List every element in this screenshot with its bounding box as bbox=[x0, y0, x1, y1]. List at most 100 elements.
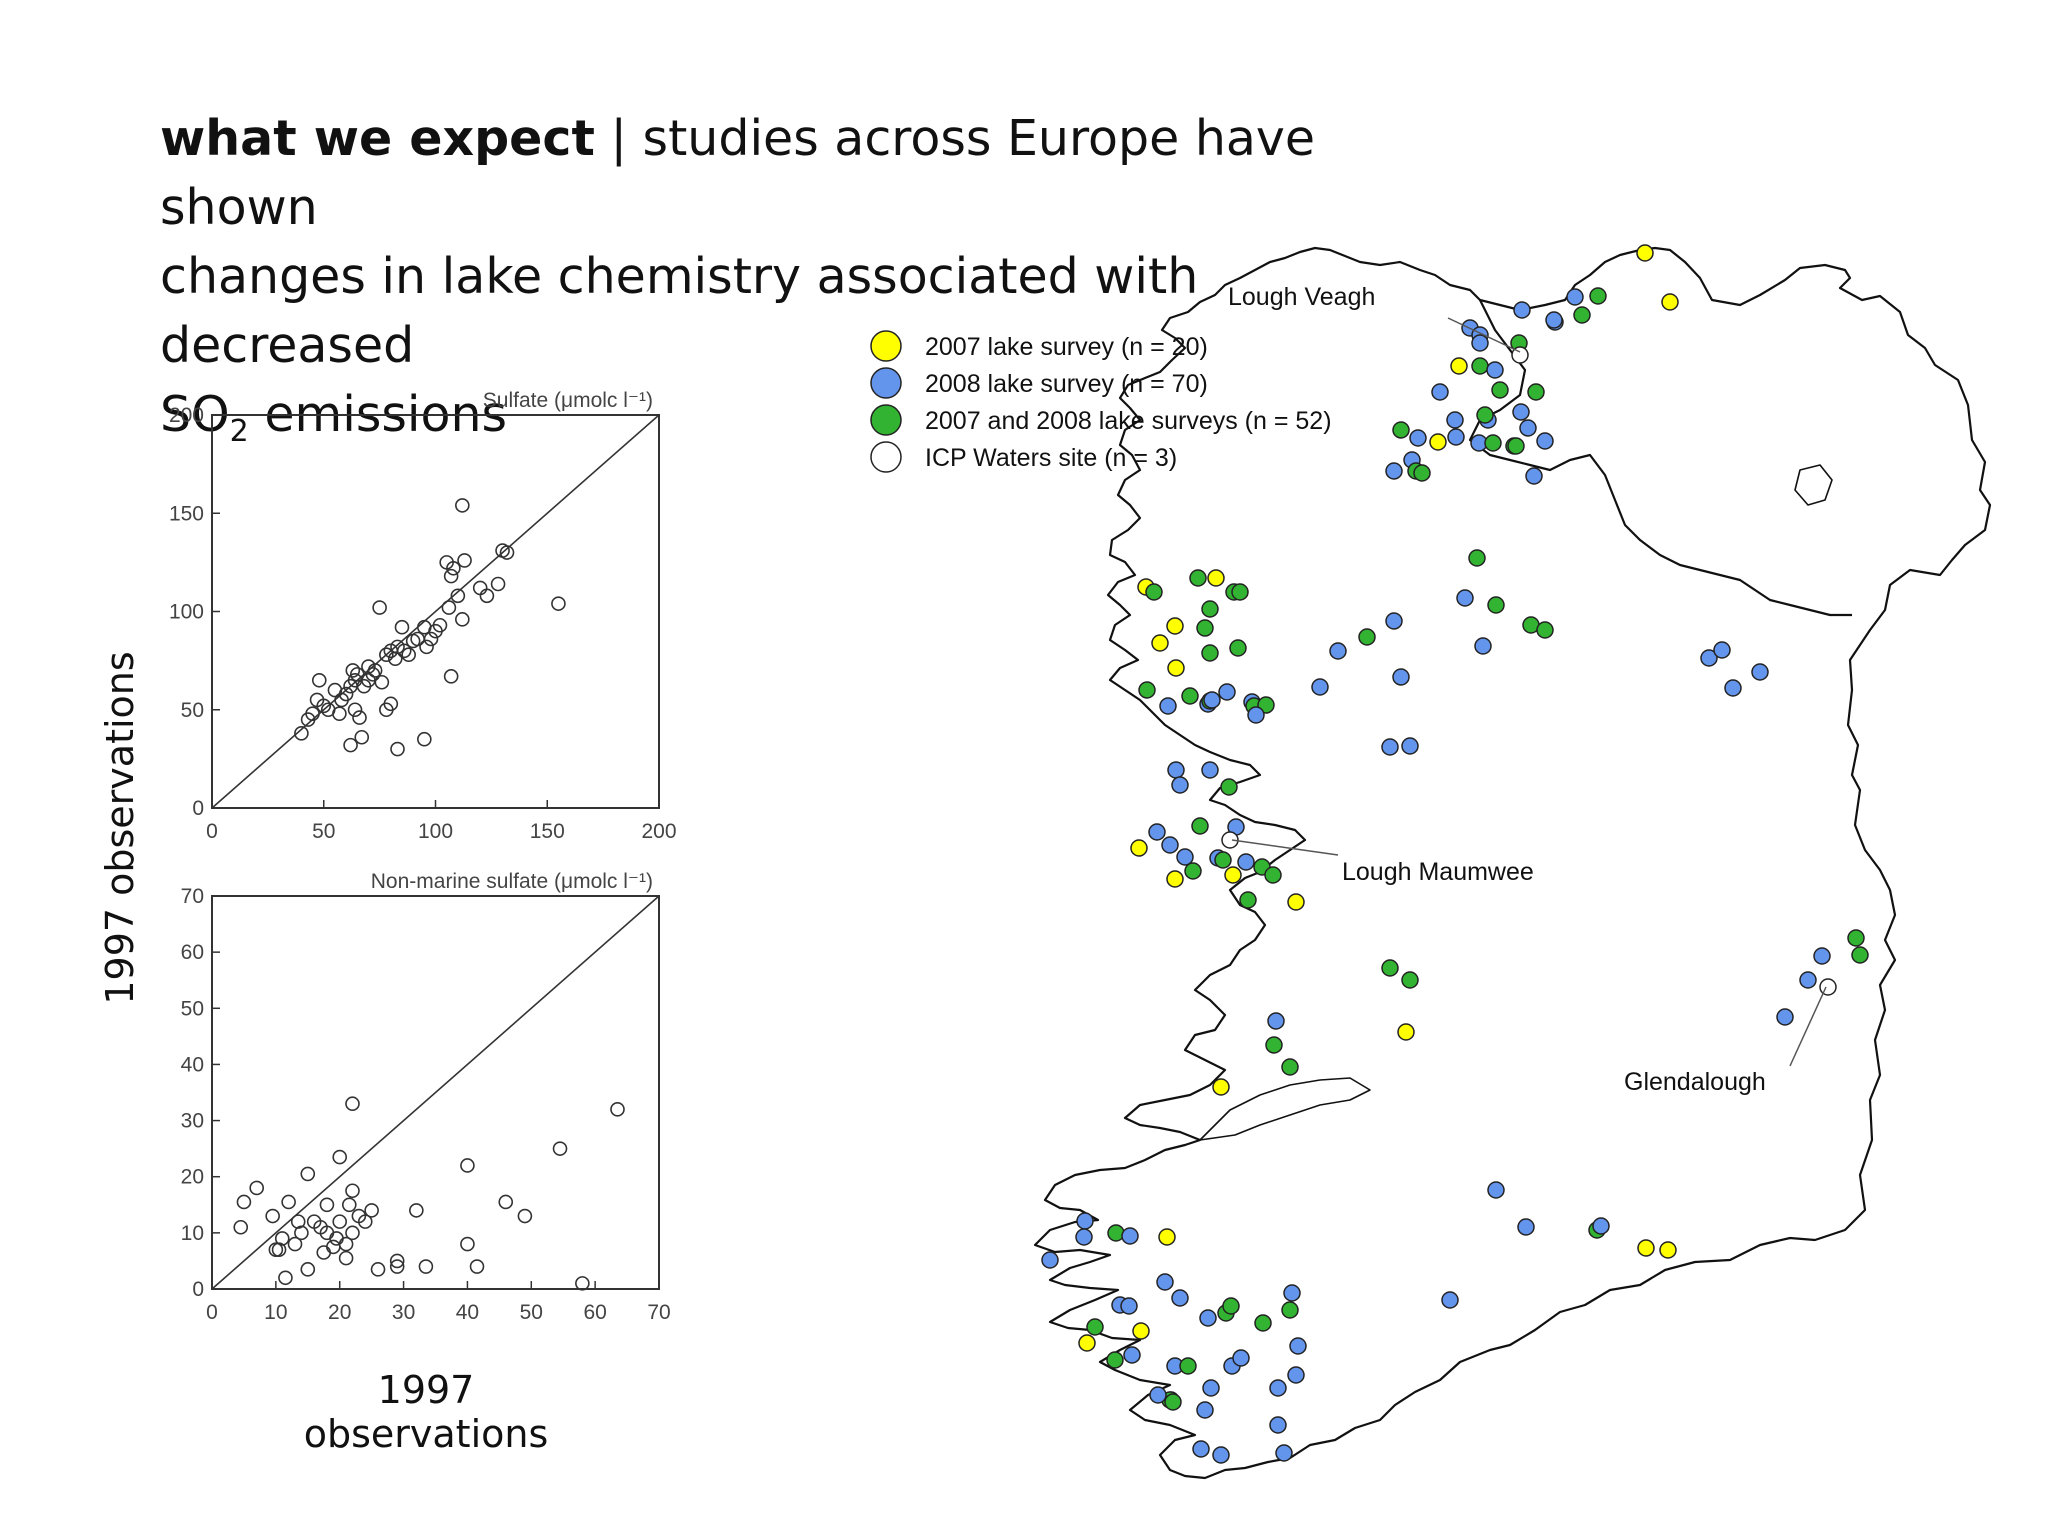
lake-site-marker bbox=[1269, 1416, 1287, 1434]
x-tick-label: 60 bbox=[583, 1301, 606, 1324]
lake-site-marker bbox=[1075, 1228, 1093, 1246]
data-point bbox=[233, 1219, 249, 1235]
lake-site-marker bbox=[1637, 1239, 1655, 1257]
lake-site-marker bbox=[1214, 851, 1232, 869]
lake-site-marker bbox=[1171, 776, 1189, 794]
lake-site-marker bbox=[1196, 1401, 1214, 1419]
lake-site-marker bbox=[1078, 1334, 1096, 1352]
lake-site-marker bbox=[1203, 691, 1221, 709]
data-point bbox=[281, 1194, 296, 1210]
data-point bbox=[389, 1253, 405, 1269]
lake-site-marker bbox=[1751, 663, 1769, 681]
lake-site-marker bbox=[1517, 1218, 1535, 1236]
lake-site-marker bbox=[1191, 817, 1209, 835]
data-point bbox=[409, 1203, 424, 1218]
data-point bbox=[287, 1236, 303, 1252]
data-point bbox=[370, 1262, 386, 1277]
legend-swatch-icp bbox=[870, 441, 902, 473]
x-tick-label: 20 bbox=[328, 1301, 351, 1324]
lake-site-marker bbox=[1120, 1297, 1138, 1315]
lake-site-marker bbox=[1446, 411, 1464, 429]
title-bold: what we expect bbox=[160, 110, 595, 167]
lake-site-marker bbox=[1281, 1301, 1299, 1319]
y-tick-label: 70 bbox=[181, 885, 204, 908]
x-tick-label: 150 bbox=[530, 820, 565, 843]
lake-site-marker bbox=[1474, 637, 1492, 655]
x-tick-label: 100 bbox=[418, 820, 453, 843]
lake-site-marker bbox=[1231, 583, 1249, 601]
data-point bbox=[236, 1194, 252, 1210]
lake-site-marker bbox=[1179, 1357, 1197, 1375]
data-point bbox=[294, 726, 309, 741]
data-point bbox=[374, 674, 390, 690]
lake-site-marker bbox=[1192, 1440, 1210, 1458]
y-tick-label: 100 bbox=[169, 601, 204, 624]
data-point bbox=[460, 1158, 475, 1173]
lake-site-marker bbox=[1289, 1337, 1307, 1355]
x-tick-label: 0 bbox=[206, 1301, 218, 1324]
data-point bbox=[338, 1250, 354, 1266]
lake-site-marker bbox=[1171, 1289, 1189, 1307]
lake-site-marker bbox=[1161, 836, 1179, 854]
lake-site-marker bbox=[1512, 403, 1530, 421]
lake-site-marker bbox=[1232, 1349, 1250, 1367]
lake-site-marker bbox=[1158, 1228, 1176, 1246]
legend-swatch-both bbox=[870, 404, 902, 436]
lake-site-marker bbox=[1247, 706, 1265, 724]
lake-site-marker bbox=[1851, 946, 1869, 964]
lake-site-marker bbox=[1123, 1346, 1141, 1364]
lake-site-marker bbox=[1106, 1351, 1124, 1369]
data-point bbox=[300, 1262, 316, 1277]
lake-site-marker bbox=[1287, 1366, 1305, 1384]
x-tick-label: 40 bbox=[456, 1301, 479, 1324]
title-line-2: changes in lake chemistry associated wit… bbox=[160, 248, 1199, 374]
data-point bbox=[389, 1259, 405, 1274]
data-point bbox=[423, 631, 439, 647]
lake-site-marker bbox=[1447, 428, 1465, 446]
data-point bbox=[332, 1149, 348, 1165]
site-label-glendalough: Glendalough bbox=[1624, 1068, 1766, 1096]
lake-site-marker bbox=[1441, 1291, 1459, 1309]
map-dots bbox=[1041, 244, 1869, 1464]
lake-site-marker bbox=[1041, 1251, 1059, 1269]
lake-site-marker bbox=[1149, 1386, 1167, 1404]
plot-frame bbox=[211, 895, 660, 1290]
lake-site-marker bbox=[1132, 1322, 1150, 1340]
lake-site-marker bbox=[1525, 467, 1543, 485]
lake-site-marker bbox=[1471, 357, 1489, 375]
data-point bbox=[479, 588, 495, 604]
data-point bbox=[498, 1194, 514, 1210]
legend-label-2007: 2007 lake survey (n = 20) bbox=[925, 333, 1208, 361]
chart-2: 0 10 20 30 40 50 60 70 0 10 20 30 40 50 60 70 Non-marine… bbox=[181, 870, 671, 1324]
data-point bbox=[345, 663, 361, 678]
data-point bbox=[249, 1180, 265, 1196]
lake-site-marker bbox=[1275, 1444, 1293, 1462]
lake-site-marker bbox=[1799, 971, 1817, 989]
lake-site-marker bbox=[1636, 244, 1654, 262]
data-point bbox=[610, 1102, 625, 1117]
y-tick-label: 50 bbox=[181, 699, 204, 722]
data-point bbox=[364, 1203, 379, 1218]
lake-site-marker bbox=[1573, 306, 1591, 324]
lake-site-marker bbox=[1166, 617, 1184, 635]
lake-site-marker bbox=[1156, 1273, 1174, 1291]
data-point bbox=[316, 698, 332, 714]
lake-site-marker bbox=[1189, 569, 1207, 587]
data-point bbox=[552, 1141, 568, 1156]
one-to-one-line bbox=[211, 895, 660, 1290]
lake-site-marker bbox=[1468, 549, 1486, 567]
lake-site-marker bbox=[1847, 929, 1865, 947]
map-legend: 2007 lake survey (n = 20) 2008 lake surv… bbox=[870, 330, 1332, 473]
lake-site-marker bbox=[1519, 419, 1537, 437]
lake-site-marker bbox=[1221, 831, 1239, 849]
lake-site-marker bbox=[1450, 357, 1468, 375]
data-point bbox=[347, 702, 363, 718]
data-point bbox=[418, 1259, 434, 1274]
lake-site-marker bbox=[1431, 383, 1449, 401]
lake-site-marker bbox=[1218, 683, 1236, 701]
data-point bbox=[305, 706, 320, 721]
lough-neagh-outline bbox=[1794, 464, 1833, 506]
data-point bbox=[450, 588, 466, 604]
data-point bbox=[343, 737, 358, 753]
